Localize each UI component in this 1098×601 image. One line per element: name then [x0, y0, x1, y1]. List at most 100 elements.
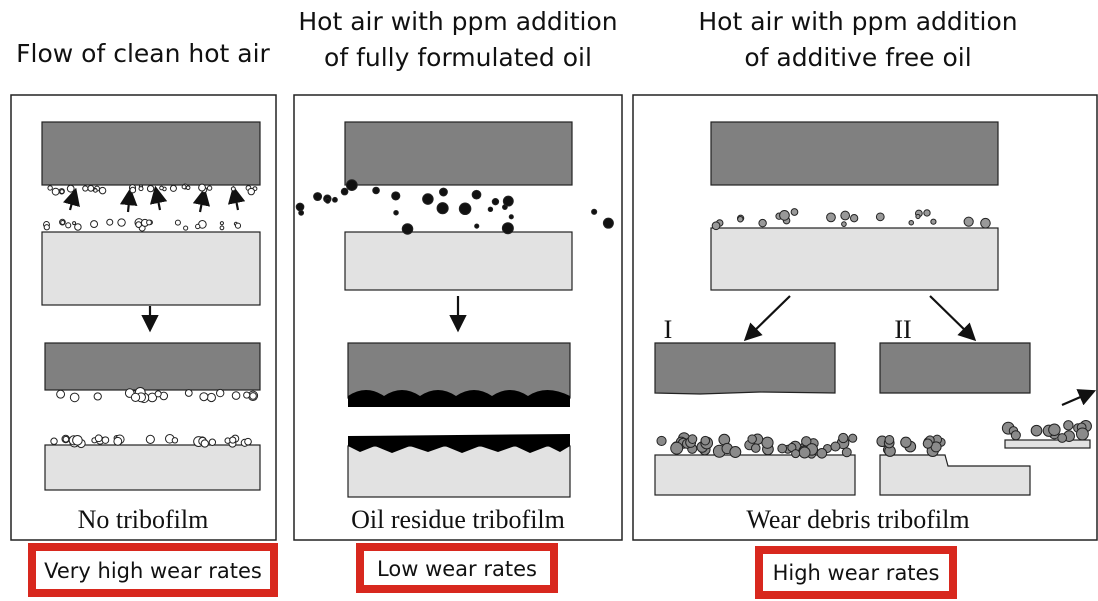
- particle: [779, 210, 790, 221]
- particle: [229, 436, 237, 444]
- particle: [113, 436, 123, 446]
- particle: [129, 186, 137, 194]
- particle: [94, 434, 103, 443]
- particle: [502, 195, 514, 207]
- particle: [1010, 430, 1021, 441]
- particle: [174, 219, 181, 226]
- particle: [66, 184, 75, 193]
- particle: [50, 437, 58, 445]
- stage-label: II: [894, 315, 911, 344]
- particle: [840, 210, 851, 221]
- panel-header: Flow of clean hot air: [16, 39, 270, 68]
- particle: [93, 392, 102, 401]
- particle: [62, 435, 70, 443]
- panel-caption: Oil residue tribofilm: [351, 505, 565, 534]
- arrow: [743, 295, 791, 342]
- particle: [900, 436, 912, 449]
- counterface: [347, 342, 571, 399]
- oil-residue: [348, 434, 570, 453]
- particle: [181, 184, 187, 190]
- particle: [130, 392, 141, 403]
- particle: [826, 212, 836, 223]
- panel-header: Hot air with ppm addition: [298, 7, 617, 36]
- particle: [146, 184, 155, 193]
- particle: [295, 202, 305, 212]
- particle: [761, 436, 774, 449]
- panel-frame: [293, 94, 623, 541]
- particle: [777, 443, 788, 454]
- particle: [1057, 433, 1068, 443]
- particle: [219, 225, 225, 231]
- particle: [758, 218, 767, 228]
- particle: [198, 183, 206, 192]
- particle: [436, 202, 449, 215]
- arrow: [149, 185, 168, 211]
- particle: [711, 221, 721, 231]
- particle: [135, 221, 142, 228]
- particle: [243, 391, 251, 399]
- particle: [1030, 424, 1043, 437]
- particle: [923, 209, 931, 217]
- particle: [93, 188, 98, 193]
- particle: [458, 202, 472, 216]
- particle: [729, 446, 742, 458]
- arrow: [192, 187, 211, 213]
- counterface: [344, 121, 573, 186]
- particle: [422, 193, 434, 205]
- particle: [491, 197, 500, 206]
- particle: [841, 447, 852, 458]
- particle: [47, 185, 53, 191]
- particle: [401, 223, 414, 235]
- particle: [244, 437, 252, 446]
- particle: [471, 189, 482, 200]
- outcome-box: [356, 543, 558, 593]
- particle: [60, 220, 66, 225]
- arrow: [929, 295, 977, 342]
- particle: [74, 223, 82, 231]
- particle: [43, 224, 50, 231]
- particle: [69, 392, 80, 403]
- outcome-label: Low wear rates: [377, 557, 537, 581]
- oil-residue: [348, 390, 570, 407]
- substrate: [879, 454, 1031, 496]
- particle: [230, 186, 236, 192]
- particle: [930, 218, 937, 225]
- particle: [159, 185, 164, 191]
- particle: [1063, 420, 1074, 431]
- panel-header: Hot air with ppm addition: [698, 7, 1017, 36]
- particle: [875, 212, 885, 222]
- particle: [234, 222, 242, 229]
- debris-substrate: [1004, 439, 1091, 449]
- particle: [340, 187, 349, 196]
- particle: [206, 392, 216, 403]
- particle: [208, 438, 217, 446]
- substrate: [344, 231, 573, 291]
- particle: [963, 216, 974, 227]
- counterface: [710, 121, 999, 186]
- particle: [687, 434, 698, 444]
- outcome-label: Very high wear rates: [44, 559, 262, 583]
- counterface: [41, 121, 261, 186]
- outcome-box: [755, 546, 957, 599]
- panel-frame: [10, 94, 277, 541]
- particle: [345, 179, 358, 192]
- particle: [391, 191, 401, 201]
- arrow: [62, 187, 80, 211]
- particle: [206, 185, 213, 191]
- particle: [219, 221, 225, 226]
- particle: [87, 184, 95, 192]
- particle: [101, 436, 110, 444]
- particle: [439, 187, 448, 197]
- particle: [591, 208, 598, 215]
- substrate: [41, 231, 261, 306]
- arrow: [227, 185, 246, 211]
- particle: [247, 187, 255, 196]
- particle: [508, 214, 514, 220]
- particle: [72, 221, 77, 226]
- particle: [154, 390, 162, 398]
- panel-caption: No tribofilm: [78, 505, 209, 534]
- particle: [216, 388, 225, 398]
- substrate: [710, 227, 999, 291]
- particle: [169, 184, 177, 192]
